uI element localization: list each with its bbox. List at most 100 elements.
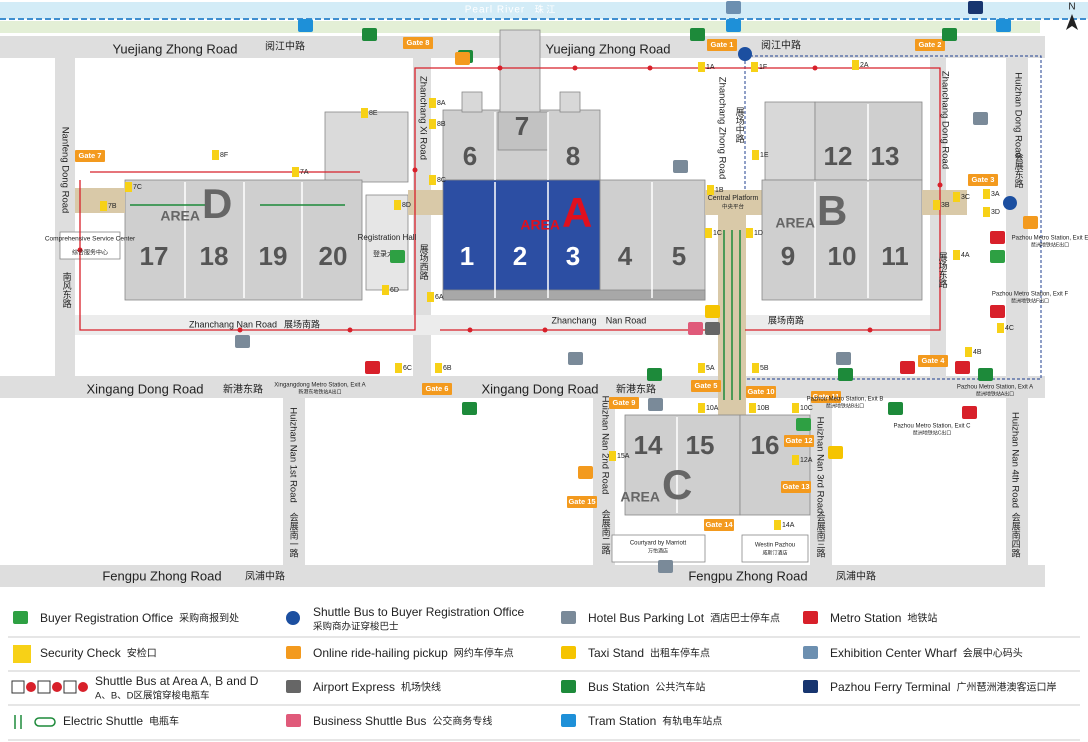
road-label: Nanfeng Dong Road — [59, 127, 70, 214]
legend-label: Metro Station — [830, 611, 901, 625]
legend-label: Exhibition Center Wharf — [830, 646, 957, 660]
hall-number: 1 — [460, 241, 474, 271]
hotel-icon — [836, 352, 851, 365]
metro-station-name-cn: 琶洲地铁站B出口 — [826, 402, 864, 409]
area-prefix: AREA — [520, 217, 560, 233]
legend-label-cn: 安检口 — [127, 647, 157, 660]
hall-number: 18 — [200, 241, 229, 271]
place-name-cn: 登录大厅 — [373, 249, 401, 258]
legend-label-cn: 酒店巴士停车点 — [710, 612, 780, 625]
security-icon — [953, 192, 960, 202]
security-icon — [435, 363, 442, 373]
bus-icon — [362, 28, 377, 41]
gate-badge — [403, 37, 433, 49]
security-label: 6D — [390, 287, 399, 294]
hotel-icon — [973, 112, 988, 125]
security-icon — [983, 189, 990, 199]
area-letter: B — [817, 187, 847, 234]
gate-badge — [915, 39, 945, 51]
metro-station-name: Pazhou Metro Station, Exit F — [992, 292, 1069, 298]
place-name-cn: 综合服务中心 — [72, 249, 108, 257]
ferry-icon — [968, 1, 983, 14]
ride-icon — [455, 52, 470, 65]
gate-label: Gate 7 — [79, 151, 102, 160]
security-icon — [997, 323, 1004, 333]
wharf-icon — [726, 1, 741, 14]
security-icon — [752, 150, 759, 160]
security-label: 10B — [757, 405, 770, 412]
security-label: 1A — [706, 64, 715, 71]
place-name: Registration Hall — [358, 233, 417, 242]
security-icon — [707, 185, 714, 195]
legend-label: Tram Station — [588, 714, 656, 728]
gate-badge — [609, 397, 639, 409]
road-label: Zhanchang Nan Road — [189, 319, 277, 329]
road-label: 会展南三路 — [816, 511, 826, 558]
gate-badge — [746, 386, 776, 398]
security-label: 10A — [706, 405, 719, 412]
gate-badge — [784, 435, 814, 447]
road-label: 展场南路 — [284, 318, 320, 329]
security-icon — [698, 363, 705, 373]
gate-label: Gate 3 — [972, 175, 995, 184]
road-label: 会展南一路 — [289, 511, 299, 558]
road-label: Huizhan Dong Road — [1012, 72, 1023, 158]
buildings — [59, 29, 967, 563]
shuttle-route — [79, 67, 941, 331]
legend-label: Hotel Bus Parking Lot — [588, 611, 705, 625]
metro-station-name: Pazhou Metro Station, Exit C — [893, 424, 971, 430]
security-icon — [212, 150, 219, 160]
ride-icon — [578, 466, 593, 479]
road-label: Zhanchang Dong Road — [939, 71, 950, 169]
road-label: 展场中路 — [735, 107, 745, 144]
security-icon — [382, 285, 389, 295]
security-icon — [361, 108, 368, 118]
security-label: 8A — [437, 100, 446, 107]
road-label: 新港东路 — [223, 383, 263, 396]
hotel-icon — [568, 352, 583, 365]
security-icon — [427, 292, 434, 302]
security-icon — [953, 250, 960, 260]
hall-number: 3 — [566, 241, 580, 271]
gate-badge — [75, 150, 105, 162]
road-label: 展场东路 — [938, 252, 948, 289]
bus-icon — [838, 368, 853, 381]
hall-number: 7 — [515, 111, 529, 141]
legend-label: Electric Shuttle — [63, 714, 143, 728]
electric-shuttle — [130, 204, 741, 400]
shuttle-bus-icon — [738, 47, 752, 61]
road-label: Xingang Dong Road — [481, 381, 598, 396]
road-label: Zhanchang Zhong Road — [716, 77, 727, 179]
place-name: Comprehensive Service Center — [45, 236, 136, 243]
tram-icon — [726, 19, 741, 32]
metro-station-name: Pazhou Metro Station, Exit B — [807, 397, 884, 403]
road-label: 会展南四路 — [1011, 511, 1021, 558]
hall-number: 17 — [140, 241, 169, 271]
legend-icon — [52, 682, 62, 692]
security-label: 7A — [300, 169, 309, 176]
gate-badge — [567, 496, 597, 508]
gate-label: Gate 11 — [813, 392, 840, 401]
security-icon — [292, 167, 299, 177]
security-icon — [125, 182, 132, 192]
security-label: 7B — [108, 203, 117, 210]
legend-icon — [26, 682, 36, 692]
hall-number: 13 — [871, 141, 900, 171]
security-label: 8D — [402, 202, 411, 209]
security-icon — [395, 363, 402, 373]
legend-icon — [11, 680, 25, 694]
reg-icon — [990, 250, 1005, 263]
metro-icon — [900, 361, 915, 374]
legend-label-cn: 采购商办证穿梭巴士 — [313, 621, 399, 633]
road-label: 南风东路 — [62, 271, 72, 309]
hall-number: 19 — [259, 241, 288, 271]
place-name: Courtyard by Marriott — [630, 541, 687, 547]
security-label: 2A — [860, 62, 869, 69]
legend-icon — [63, 680, 77, 694]
hall-number: 16 — [751, 430, 780, 460]
reg-icon — [13, 611, 28, 624]
road-label: Yuejiang Zhong Road — [112, 41, 237, 56]
road-label: Fengpu Zhong Road — [102, 568, 221, 583]
gate-badge — [707, 39, 737, 51]
security-label: 15A — [617, 453, 630, 460]
